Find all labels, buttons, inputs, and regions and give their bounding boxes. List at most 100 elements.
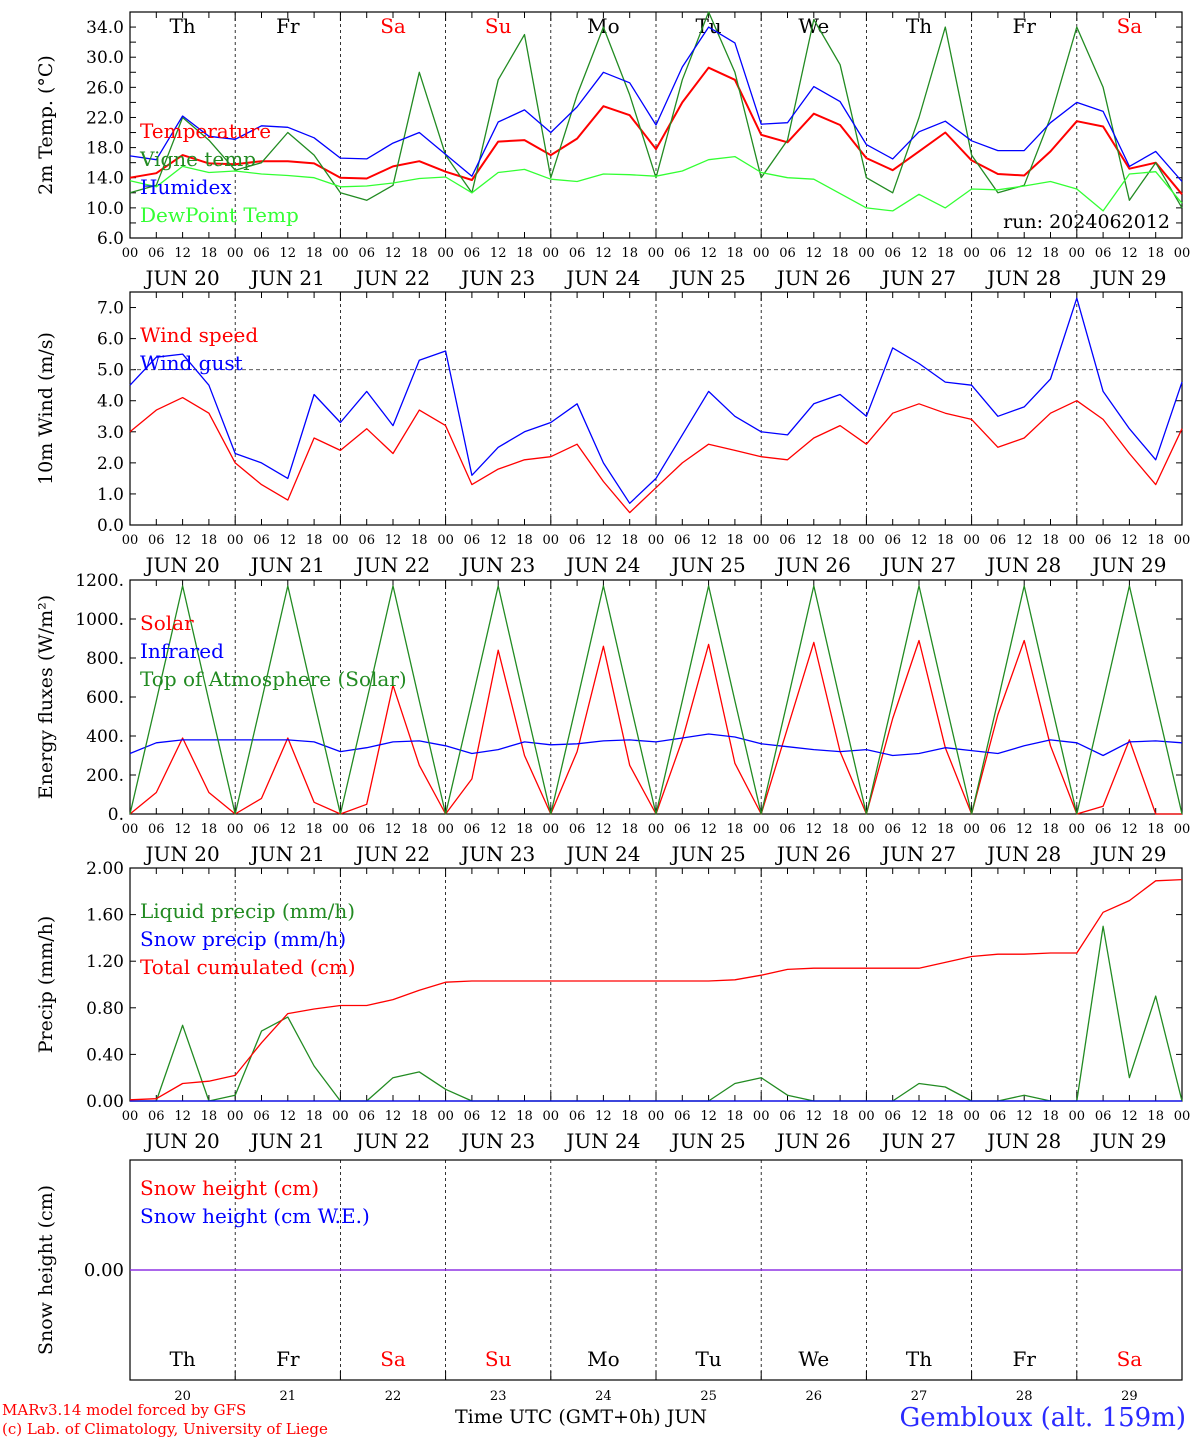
panel-3-hour-label: 18 (411, 822, 428, 837)
panel-1-hour-label: 18 (1042, 246, 1059, 261)
panel-2-y-label: 0.0 (97, 516, 124, 536)
panel-1-hour-label: 18 (937, 246, 954, 261)
panel-5-weekday-label: Su (485, 1347, 512, 1371)
panel-1-date-label: JUN 27 (880, 266, 956, 290)
panel-3-hour-label: 18 (727, 822, 744, 837)
panel-4-hour-label: 18 (306, 1109, 323, 1124)
panel-1-hour-label: 12 (806, 246, 823, 261)
panel-2-hour-label: 12 (806, 533, 823, 548)
panel-1-date-label: JUN 24 (564, 266, 640, 290)
panel-3-hour-label: 12 (174, 822, 191, 837)
panel-2-hour-label: 00 (963, 533, 980, 548)
panel-1-hour-label: 12 (911, 246, 928, 261)
panel-3-hour-label: 06 (884, 822, 901, 837)
panel-3-hour-label: 00 (332, 822, 349, 837)
panel-4-hour-label: 18 (201, 1109, 218, 1124)
panel-5-weekday-label: Th (906, 1347, 932, 1371)
panel-4-y-label: 0.80 (86, 999, 124, 1019)
panel-2-hour-label: 18 (832, 533, 849, 548)
panel-2-date-label: JUN 21 (249, 553, 325, 577)
panel-5-date-number: 24 (595, 1389, 612, 1400)
panel-5-legend-item: Snow height (cm) (140, 1176, 319, 1200)
panel-3-legend-item: Top of Atmosphere (Solar) (140, 667, 407, 691)
panel-4-date-label: JUN 25 (670, 1129, 746, 1153)
panel-3-hour-label: 06 (358, 822, 375, 837)
panel-3-hour-label: 18 (937, 822, 954, 837)
panel-2-date-label: JUN 26 (775, 553, 851, 577)
panel-1-hour-label: 00 (648, 246, 665, 261)
panel-4-y-label: 0.40 (86, 1045, 124, 1065)
panel-2-hour-label: 12 (490, 533, 507, 548)
panel-1-weekday-label: Th (169, 14, 195, 38)
station-name: Gembloux (alt. 159m) (899, 1403, 1186, 1433)
panel-4-hour-label: 06 (779, 1109, 796, 1124)
panel-3-hour-label: 00 (543, 822, 560, 837)
panel-2-hour-label: 00 (1069, 533, 1086, 548)
panel-4-hour-label: 06 (990, 1109, 1007, 1124)
panel-3-hour-label: 00 (122, 822, 139, 837)
panel-4-hour-label: 00 (963, 1109, 980, 1124)
panel-3-series-3-line (129, 585, 1183, 815)
panel-1-hour-label: 06 (884, 246, 901, 261)
panel-2-hour-label: 18 (306, 533, 323, 548)
panel-4-date-label: JUN 20 (144, 1129, 220, 1153)
panel-2-hour-label: 18 (201, 533, 218, 548)
panel-1-hour-label: 06 (569, 246, 586, 261)
panel-1-hour-label: 12 (280, 246, 297, 261)
panel-1-hour-label: 00 (227, 246, 244, 261)
panel-4-hour-label: 06 (253, 1109, 270, 1124)
panel-2-hour-label: 00 (543, 533, 560, 548)
panel-1-weekday-label: Th (906, 14, 932, 38)
panel-4-y-label: 2.00 (86, 859, 124, 879)
panel-5-weekday-label: Sa (380, 1347, 406, 1371)
panel-2-hour-label: 06 (884, 533, 901, 548)
meteogram: 00 06 12 18 00 06 12 18 00 06 12 18 00 06 12 18 00 06 12 18… (35, 11, 1191, 1400)
panel-4-hour-label: 12 (700, 1109, 717, 1124)
panel-5-weekday-label: Fr (276, 1347, 300, 1371)
panel-1-y-title: 2m Temp. (°C) (35, 55, 57, 195)
panel-1-hour-label: 18 (621, 246, 638, 261)
panel-2-hour-label: 12 (280, 533, 297, 548)
panel-1-hour-label: 00 (1174, 246, 1191, 261)
panel-3-legend-item: Infrared (140, 639, 224, 663)
panel-3-y-label: 1200. (75, 571, 124, 591)
panel-1-weekday-label: Sa (380, 14, 406, 38)
panel-1-hour-label: 06 (990, 246, 1007, 261)
panel-2-hour-label: 00 (858, 533, 875, 548)
panel-3-hour-label: 18 (832, 822, 849, 837)
panel-1-y-label: 10.0 (86, 199, 124, 219)
panel-1-y-label: 22.0 (86, 108, 124, 128)
panel-2-hour-label: 06 (779, 533, 796, 548)
panel-5-date-number: 28 (1016, 1389, 1033, 1400)
panel-5-weekday-label: Fr (1012, 1347, 1036, 1371)
panel-2-legend-item: Wind speed (140, 323, 258, 347)
panel-3-hour-label: 00 (858, 822, 875, 837)
panel-2-hour-label: 06 (990, 533, 1007, 548)
panel-3-hour-label: 12 (280, 822, 297, 837)
panel-3-hour-label: 06 (1095, 822, 1112, 837)
panel-1-hour-label: 00 (332, 246, 349, 261)
panel-5-date-number: 20 (174, 1389, 191, 1400)
panel-1-series-2-line (129, 11, 1183, 209)
panel-4-date-label: JUN 28 (985, 1129, 1061, 1153)
panel-3-date-label: JUN 20 (144, 842, 220, 866)
panel-1-hour-label: 18 (516, 246, 533, 261)
panel-5-weekday-label: We (798, 1347, 829, 1371)
panel-3-date-label: JUN 21 (249, 842, 325, 866)
panel-1-hour-label: 06 (358, 246, 375, 261)
panel-1-run-annotation: run: 2024062012 (1003, 211, 1170, 233)
panel-3-hour-label: 18 (306, 822, 323, 837)
panel-2-hour-label: 06 (358, 533, 375, 548)
panel-5-y-label: 0.00 (84, 1260, 124, 1281)
panel-1-hour-label: 00 (122, 246, 139, 261)
panel-1-date-label: JUN 21 (249, 266, 325, 290)
panel-1-hour-label: 06 (1095, 246, 1112, 261)
panel-3-hour-label: 00 (963, 822, 980, 837)
panel-2-y-label: 5.0 (97, 361, 124, 381)
panel-4-hour-label: 12 (1121, 1109, 1138, 1124)
panel-1-weekday-label: Fr (1012, 14, 1036, 38)
panel-1-series-3-line (129, 26, 1183, 182)
panel-1-hour-label: 18 (306, 246, 323, 261)
panel-3-hour-label: 12 (490, 822, 507, 837)
panel-2-date-label: JUN 23 (459, 553, 535, 577)
